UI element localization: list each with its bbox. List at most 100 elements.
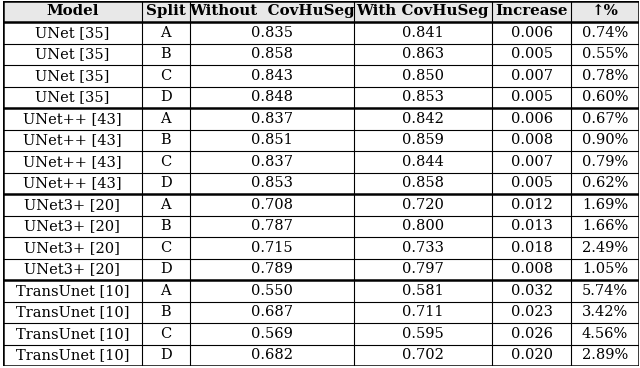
Text: D: D — [160, 176, 172, 191]
Text: D: D — [160, 348, 172, 362]
Text: UNet3+ [20]: UNet3+ [20] — [24, 219, 120, 233]
Text: 0.79%: 0.79% — [582, 155, 628, 169]
Text: 0.008: 0.008 — [511, 262, 553, 276]
Text: 0.550: 0.550 — [251, 284, 293, 298]
Text: 0.006: 0.006 — [511, 112, 553, 126]
Text: A: A — [161, 26, 171, 40]
Text: UNet++ [43]: UNet++ [43] — [23, 134, 122, 148]
Text: 0.005: 0.005 — [511, 47, 553, 61]
Text: 0.595: 0.595 — [402, 327, 444, 341]
Text: UNet [35]: UNet [35] — [35, 26, 109, 40]
Bar — [3, 65, 639, 87]
Bar — [3, 22, 639, 44]
Bar — [3, 345, 639, 366]
Text: 0.708: 0.708 — [251, 198, 293, 212]
Text: D: D — [160, 91, 172, 105]
Bar — [3, 237, 639, 259]
Text: A: A — [161, 112, 171, 126]
Text: 0.850: 0.850 — [402, 69, 444, 83]
Text: D: D — [160, 262, 172, 276]
Text: C: C — [160, 327, 172, 341]
Text: 0.007: 0.007 — [511, 155, 553, 169]
Bar — [3, 44, 639, 65]
Text: With CovHuSeg: With CovHuSeg — [356, 4, 489, 18]
Text: 0.687: 0.687 — [251, 305, 293, 319]
Text: 0.020: 0.020 — [511, 348, 553, 362]
Text: 0.006: 0.006 — [511, 26, 553, 40]
Text: 0.74%: 0.74% — [582, 26, 628, 40]
Text: 0.797: 0.797 — [402, 262, 444, 276]
Bar — [3, 302, 639, 323]
Bar — [3, 280, 639, 302]
Text: B: B — [161, 305, 171, 319]
Text: 0.841: 0.841 — [402, 26, 444, 40]
Text: UNet [35]: UNet [35] — [35, 91, 109, 105]
Text: 0.842: 0.842 — [402, 112, 444, 126]
Text: 0.013: 0.013 — [511, 219, 553, 233]
Bar — [3, 259, 639, 280]
Bar — [3, 216, 639, 237]
Text: TransUnet [10]: TransUnet [10] — [15, 327, 129, 341]
Text: 0.858: 0.858 — [402, 176, 444, 191]
Text: 0.733: 0.733 — [402, 241, 444, 255]
Bar — [3, 1, 639, 22]
Text: TransUnet [10]: TransUnet [10] — [15, 305, 129, 319]
Text: ↑%: ↑% — [591, 4, 618, 18]
Text: B: B — [161, 47, 171, 61]
Text: 0.581: 0.581 — [402, 284, 444, 298]
Text: 0.837: 0.837 — [251, 112, 293, 126]
Text: UNet++ [43]: UNet++ [43] — [23, 176, 122, 191]
Text: A: A — [161, 198, 171, 212]
Text: Without  CovHuSeg: Without CovHuSeg — [189, 4, 355, 18]
Text: Model: Model — [46, 4, 99, 18]
Text: 0.702: 0.702 — [402, 348, 444, 362]
Text: UNet++ [43]: UNet++ [43] — [23, 112, 122, 126]
Text: 4.56%: 4.56% — [582, 327, 628, 341]
Text: C: C — [160, 155, 172, 169]
Text: 0.008: 0.008 — [511, 134, 553, 148]
Text: 0.032: 0.032 — [511, 284, 553, 298]
Bar — [3, 323, 639, 345]
Text: 0.018: 0.018 — [511, 241, 553, 255]
Text: 0.90%: 0.90% — [582, 134, 628, 148]
Text: 0.844: 0.844 — [402, 155, 444, 169]
Text: 3.42%: 3.42% — [582, 305, 628, 319]
Bar — [3, 108, 639, 130]
Text: TransUnet [10]: TransUnet [10] — [15, 348, 129, 362]
Text: UNet++ [43]: UNet++ [43] — [23, 155, 122, 169]
Text: 0.835: 0.835 — [251, 26, 293, 40]
Text: 0.837: 0.837 — [251, 155, 293, 169]
Text: A: A — [161, 284, 171, 298]
Text: 0.711: 0.711 — [402, 305, 444, 319]
Text: 0.67%: 0.67% — [582, 112, 628, 126]
Text: 0.55%: 0.55% — [582, 47, 628, 61]
Bar — [3, 173, 639, 194]
Text: UNet [35]: UNet [35] — [35, 69, 109, 83]
Text: 0.851: 0.851 — [251, 134, 292, 148]
Text: 0.789: 0.789 — [251, 262, 293, 276]
Text: B: B — [161, 134, 171, 148]
Bar — [3, 130, 639, 151]
Text: 0.007: 0.007 — [511, 69, 553, 83]
Text: UNet3+ [20]: UNet3+ [20] — [24, 262, 120, 276]
Text: 0.005: 0.005 — [511, 91, 553, 105]
Text: 0.800: 0.800 — [402, 219, 444, 233]
Text: 0.78%: 0.78% — [582, 69, 628, 83]
Text: 0.682: 0.682 — [251, 348, 293, 362]
Text: 1.69%: 1.69% — [582, 198, 628, 212]
Text: Increase: Increase — [495, 4, 568, 18]
Text: 0.787: 0.787 — [251, 219, 293, 233]
Text: 0.859: 0.859 — [402, 134, 444, 148]
Text: C: C — [160, 69, 172, 83]
Text: B: B — [161, 219, 171, 233]
Text: 0.863: 0.863 — [402, 47, 444, 61]
Bar — [3, 194, 639, 216]
Text: TransUnet [10]: TransUnet [10] — [15, 284, 129, 298]
Text: 1.66%: 1.66% — [582, 219, 628, 233]
Text: 0.569: 0.569 — [251, 327, 293, 341]
Text: 2.89%: 2.89% — [582, 348, 628, 362]
Text: UNet [35]: UNet [35] — [35, 47, 109, 61]
Text: 0.023: 0.023 — [511, 305, 553, 319]
Text: 1.05%: 1.05% — [582, 262, 628, 276]
Text: 0.60%: 0.60% — [582, 91, 628, 105]
